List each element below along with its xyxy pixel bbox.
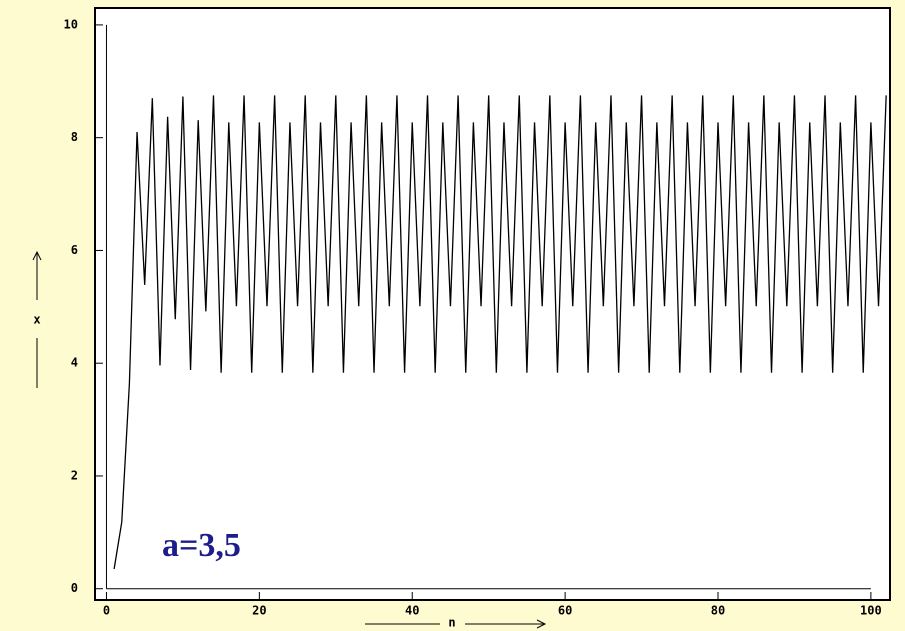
- y-tick-label: 8: [71, 130, 78, 144]
- y-tick-label: 2: [71, 468, 78, 482]
- y-tick-label: 10: [64, 17, 78, 31]
- plot-frame: [94, 7, 891, 601]
- x-tick-label: 100: [860, 604, 882, 618]
- y-arrow-head: [32, 250, 42, 261]
- y-tick-label: 6: [71, 243, 78, 257]
- x-tick-label: 60: [558, 604, 572, 618]
- y-axis-label: x: [33, 313, 40, 327]
- x-tick-label: 80: [711, 604, 725, 618]
- line-series: [113, 95, 887, 570]
- x-axis-label: n: [448, 616, 455, 630]
- x-arrow-head: [536, 619, 547, 629]
- x-tick-label: 40: [405, 604, 419, 618]
- y-tick-label: 0: [71, 581, 78, 595]
- annotation: a=3,5: [162, 527, 241, 564]
- x-tick-label: 20: [252, 604, 266, 618]
- y-tick-label: 4: [71, 356, 78, 370]
- x-tick-label: 0: [103, 604, 110, 618]
